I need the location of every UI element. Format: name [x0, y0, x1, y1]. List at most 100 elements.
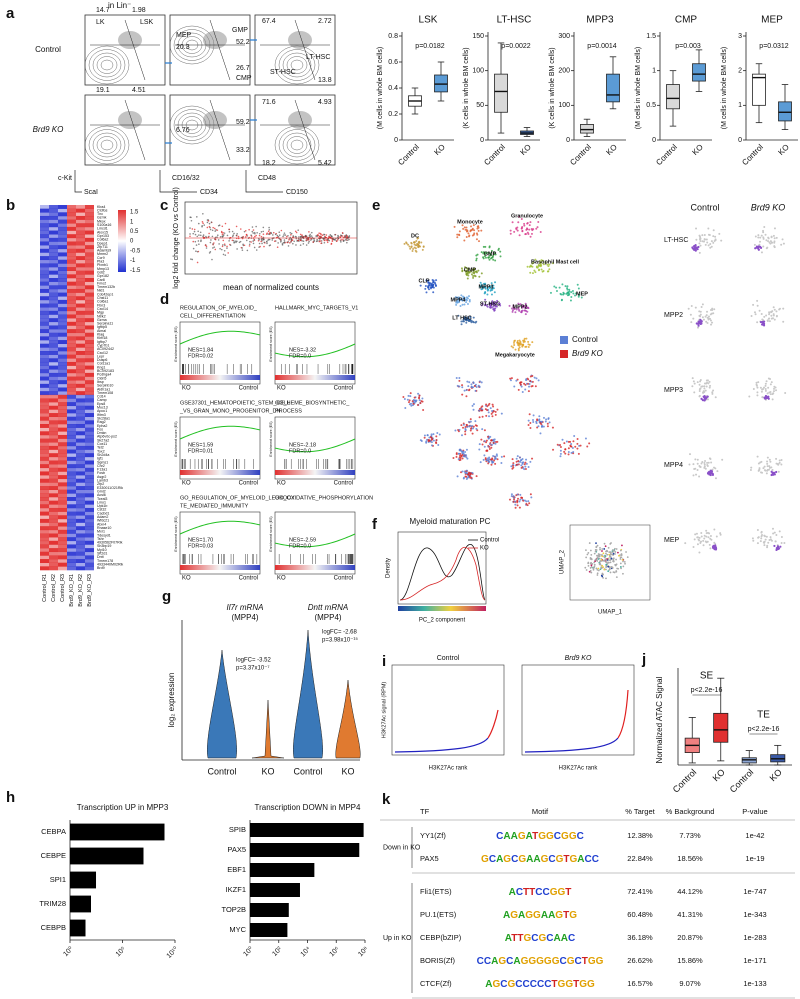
heatmap-cell [67, 208, 76, 213]
heatmap-cell [49, 248, 58, 253]
heatmap-cell [49, 361, 58, 366]
cell-point [462, 318, 465, 321]
x-tick-label: Control [671, 767, 699, 795]
cell-point [625, 551, 627, 553]
gene-point [189, 235, 191, 238]
cell-point [494, 413, 497, 416]
gene-label: Gpr182 [97, 274, 109, 278]
cell-point [517, 497, 520, 500]
cell-point [765, 396, 768, 399]
y-tick-label: 100 [558, 102, 570, 109]
heatmap-cell [85, 533, 94, 538]
heatmap-cell [58, 318, 67, 323]
cell-point [462, 426, 465, 429]
heatmap-cell [67, 299, 76, 304]
gene-point [318, 235, 321, 238]
gene-label: Chst11 [97, 296, 108, 300]
cell-point [489, 407, 492, 410]
cell-point [435, 441, 438, 444]
cell-point [497, 248, 500, 251]
cell-point [490, 254, 493, 257]
cell-point [549, 291, 552, 294]
heatmap-cell [67, 427, 76, 432]
gsea-title: GSE37301_HEMATOPOIETIC_STEM_CELL [180, 400, 290, 406]
cell-point [612, 560, 614, 563]
heatmap-cell [76, 548, 85, 553]
cell-point [619, 558, 622, 560]
cell-point [769, 240, 772, 243]
heatmap-cell [85, 256, 94, 261]
y-tick-label: 0.2 [388, 111, 398, 118]
cell-point [771, 468, 774, 471]
heatmap-cell [85, 336, 94, 341]
cell-point [775, 534, 778, 537]
heatmap-cell [49, 237, 58, 242]
heatmap-cell [49, 434, 58, 439]
gene-point [190, 258, 192, 260]
cell-point [407, 243, 410, 246]
heatmap-cell [85, 515, 94, 520]
cell-point [598, 555, 600, 557]
gene-point [252, 240, 254, 242]
heatmap-cell [85, 237, 94, 242]
enrichment-curve [179, 330, 261, 345]
cell-point [403, 242, 406, 245]
p-value: p=0.0014 [587, 43, 616, 50]
cell-point [691, 377, 694, 380]
heatmap-cell [58, 420, 67, 425]
gene-point [251, 230, 254, 233]
gene-point [260, 231, 263, 233]
heatmap-cell [85, 548, 94, 553]
gene-point [214, 238, 216, 240]
cell-point [768, 391, 771, 394]
cell-point [510, 377, 513, 380]
cell-point [595, 549, 598, 551]
cell-point [769, 460, 772, 463]
x-tick-label: Control [207, 766, 236, 776]
heatmap-cell [76, 288, 85, 293]
contour [282, 132, 312, 158]
gate-frequency: 6.76 [176, 127, 190, 134]
heatmap-cell [49, 511, 58, 516]
heatmap-cell [67, 456, 76, 461]
stat-label: p=3.37x10⁻⁷ [236, 665, 270, 672]
gene-label: Cxcl12 [97, 351, 108, 355]
gene-point [213, 242, 215, 244]
enrichment-curve [274, 533, 356, 548]
heatmap-cell [49, 219, 58, 224]
cell-point [461, 384, 464, 387]
gene-point [346, 239, 349, 241]
cell-point [753, 311, 756, 314]
cell-point [488, 447, 491, 450]
cell-point [486, 449, 489, 452]
heatmap-cell [85, 226, 94, 231]
heatmap-cell [67, 383, 76, 388]
heatmap-cell [67, 497, 76, 501]
heatmap-cell [67, 278, 76, 282]
x-axis-label: mean of normalized counts [223, 283, 319, 292]
cell-point [468, 234, 471, 237]
cell-point [410, 246, 413, 249]
heatmap-cell [49, 281, 58, 286]
cell-point [621, 544, 623, 547]
gene-point [262, 230, 265, 233]
cell-point [705, 385, 708, 388]
cell-point [486, 409, 489, 412]
cell-point [405, 242, 408, 245]
cell-point [418, 394, 421, 397]
cell-point [541, 259, 544, 262]
cell-point [704, 238, 707, 241]
cell-point [544, 420, 547, 423]
heatmap-cell [76, 551, 85, 556]
heatmap-cell [49, 391, 58, 396]
cell-point [575, 292, 578, 295]
cell-point [784, 391, 787, 394]
stat-label: logFC= -2.68 [322, 630, 358, 636]
cell-point [590, 564, 593, 567]
contour [288, 111, 312, 129]
cell-point [525, 345, 528, 348]
cell-point [431, 285, 434, 288]
cell-point [482, 245, 485, 248]
gene-point [272, 231, 275, 234]
cell-point [603, 560, 606, 562]
